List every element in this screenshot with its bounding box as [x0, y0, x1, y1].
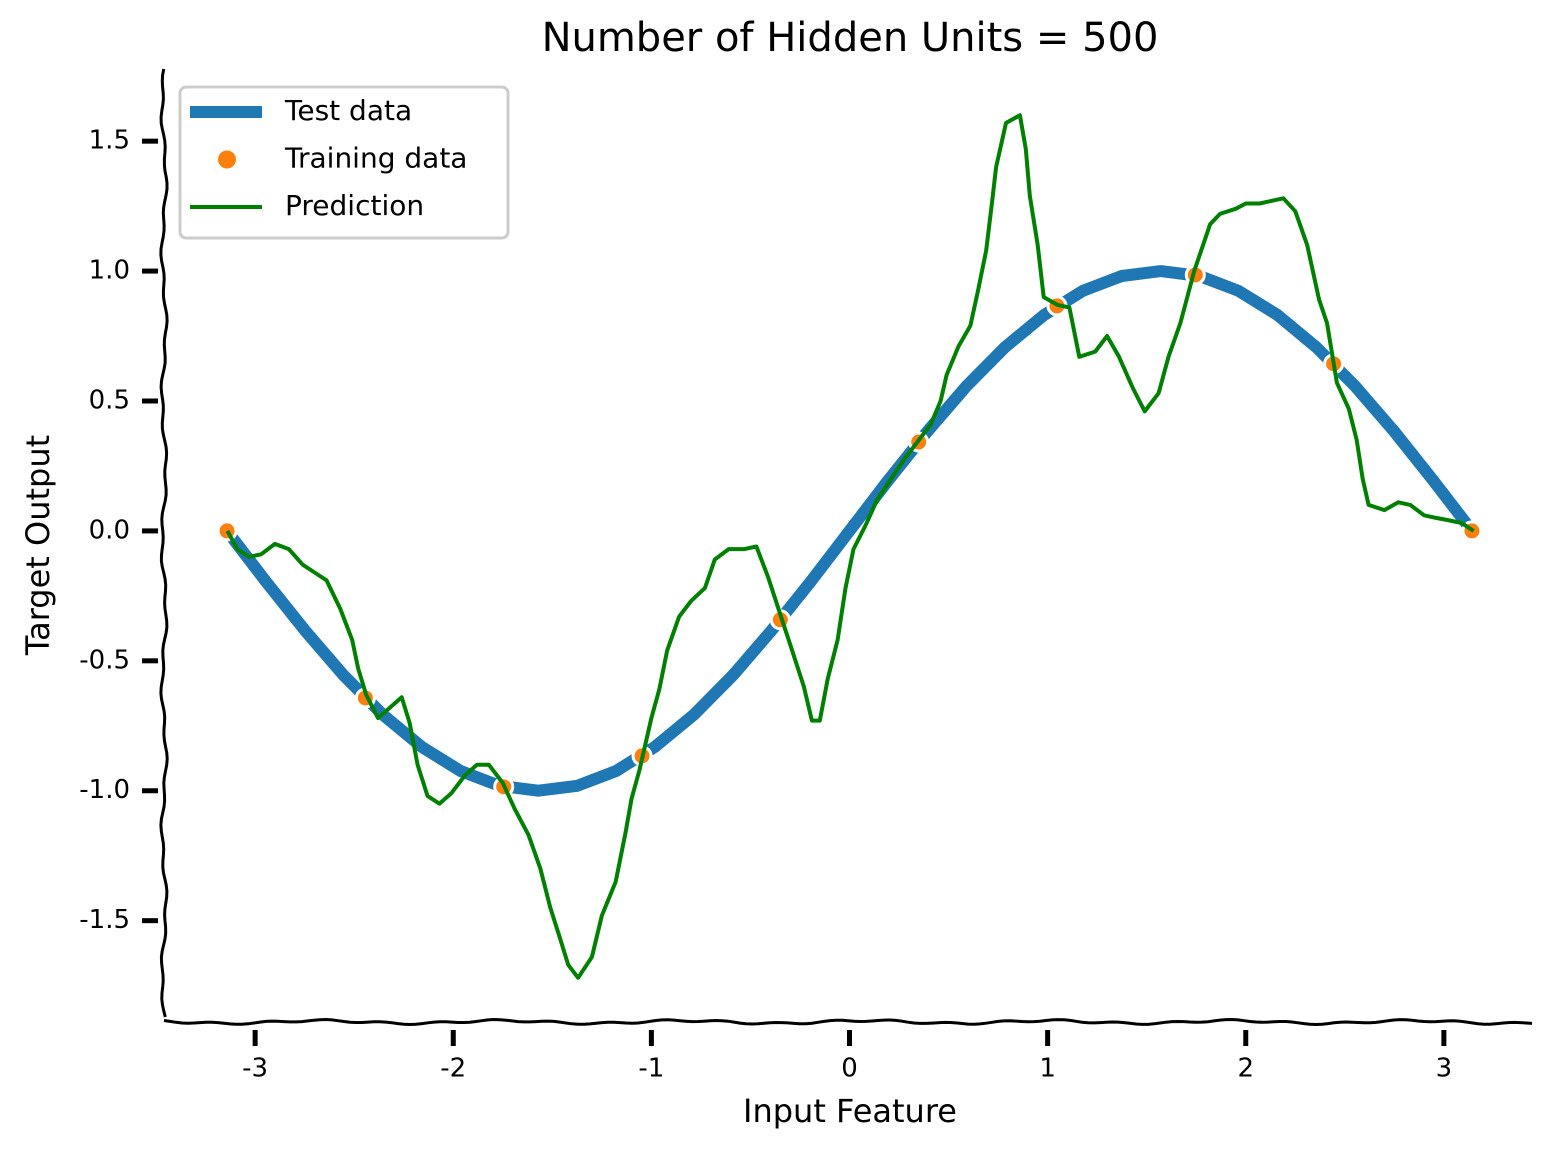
legend-box — [178, 85, 510, 240]
x-tick-label: -1 — [638, 1054, 664, 1084]
y-tick-label: 1.0 — [89, 256, 130, 286]
y-axis-label: Target Output — [19, 435, 57, 656]
x-tick-label: 0 — [841, 1054, 858, 1084]
y-tick-label: -1.5 — [79, 905, 130, 935]
series-line — [225, 113, 1475, 980]
y-tick-label: -0.5 — [79, 645, 130, 675]
x-tick-label: -3 — [242, 1054, 268, 1084]
data-point — [216, 520, 238, 542]
legend-marker — [218, 150, 236, 169]
legend-label: Training data — [284, 142, 467, 175]
y-tick-label: -1.0 — [79, 775, 130, 805]
x-tick-label: 3 — [1436, 1054, 1453, 1084]
chart-title: Number of Hidden Units = 500 — [542, 15, 1159, 61]
legend-label: Prediction — [285, 189, 424, 222]
x-tick-label: 2 — [1237, 1054, 1254, 1084]
legend: Test data Training data Prediction — [178, 85, 510, 240]
y-tick-label: 0.5 — [89, 385, 130, 415]
series-line — [222, 265, 1477, 797]
x-tick-label: -2 — [440, 1054, 466, 1084]
x-axis-label: Input Feature — [743, 1092, 957, 1130]
y-tick-label: 1.5 — [89, 126, 130, 156]
legend-label: Test data — [284, 94, 412, 127]
x-axis-spine — [163, 1017, 1533, 1027]
x-tick-label: 1 — [1039, 1054, 1056, 1084]
y-tick-label: 0.0 — [89, 515, 130, 545]
y-axis-spine — [159, 68, 169, 1018]
